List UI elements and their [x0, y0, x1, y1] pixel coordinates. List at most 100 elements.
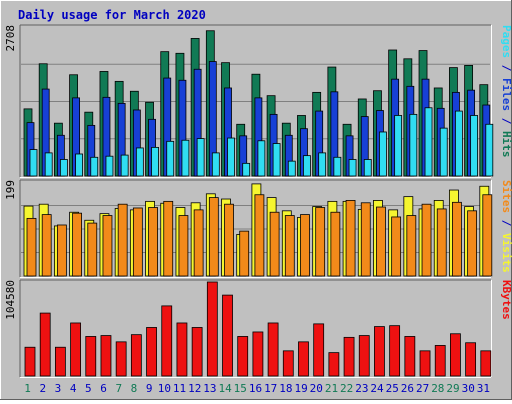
bar-sites-day-6	[102, 215, 113, 277]
bar-kbytes-day-28	[434, 345, 446, 377]
bar-pages-day-16	[257, 140, 266, 177]
bar-pages-day-2	[44, 152, 53, 177]
bar-kbytes-day-1	[24, 346, 36, 377]
x-tick-label-day-18: 18	[279, 382, 292, 395]
x-tick-label-day-21: 21	[325, 382, 338, 395]
bar-sites-day-21	[330, 211, 341, 277]
bar-kbytes-day-11	[176, 322, 188, 377]
bar-kbytes-day-14	[222, 294, 233, 377]
bar-kbytes-day-4	[70, 322, 81, 377]
y-max-label: 2708	[4, 25, 17, 52]
bar-kbytes-day-25	[389, 325, 401, 377]
bar-kbytes-day-31	[480, 350, 492, 377]
bar-sites-day-24	[376, 206, 386, 277]
bar-pages-day-9	[151, 146, 159, 177]
bar-pages-day-15	[242, 162, 251, 177]
bar-kbytes-day-18	[282, 350, 294, 377]
x-tick-label-day-11: 11	[173, 382, 186, 395]
bar-sites-day-10	[163, 200, 174, 277]
bar-sites-day-19	[300, 214, 310, 277]
bar-sites-day-4	[72, 212, 82, 277]
x-tick-label-day-8: 8	[131, 382, 138, 395]
bar-kbytes-day-7	[115, 341, 127, 377]
bar-kbytes-day-2	[39, 312, 51, 377]
bar-sites-day-11	[178, 215, 189, 277]
x-tick-label-day-29: 29	[446, 382, 459, 395]
bar-kbytes-day-10	[161, 305, 173, 377]
bar-sites-day-16	[254, 194, 265, 277]
bar-pages-day-1	[29, 149, 38, 177]
legend-entry: /	[500, 111, 512, 131]
legend-entry: Pages	[500, 25, 512, 58]
bar-sites-day-17	[269, 211, 280, 277]
bar-sites-day-3	[56, 224, 67, 277]
x-tick-label-day-6: 6	[100, 382, 107, 395]
x-tick-label-day-25: 25	[386, 382, 399, 395]
x-tick-label-day-7: 7	[115, 382, 122, 395]
legend-entry: KBytes	[500, 280, 512, 320]
bar-pages-day-7	[120, 154, 129, 177]
bar-pages-day-25	[394, 115, 403, 177]
bar-sites-day-18	[284, 215, 295, 277]
bar-pages-day-8	[135, 147, 144, 177]
bar-pages-day-23	[363, 159, 372, 177]
x-tick-label-day-30: 30	[462, 382, 475, 395]
x-tick-label-day-20: 20	[310, 382, 323, 395]
bar-pages-day-30	[470, 115, 479, 177]
bar-kbytes-day-29	[450, 333, 461, 377]
x-tick-label-day-22: 22	[340, 382, 353, 395]
bar-pages-day-28	[439, 127, 448, 177]
legend-sites-visits: Sites / Visits	[500, 180, 512, 273]
bar-pages-day-3	[59, 159, 68, 177]
bar-pages-day-5	[90, 156, 99, 177]
bar-pages-day-22	[348, 159, 357, 177]
bar-sites-day-2	[41, 214, 52, 277]
x-tick-label-day-23: 23	[355, 382, 368, 395]
bar-kbytes-day-27	[419, 350, 431, 377]
legend-entry: Hits	[500, 131, 512, 158]
bar-pages-day-4	[75, 153, 83, 177]
bar-sites-day-27	[421, 203, 432, 277]
bar-pages-day-18	[287, 160, 296, 177]
bar-sites-day-7	[117, 203, 128, 277]
bar-pages-day-21	[333, 156, 342, 177]
bar-pages-day-12	[196, 138, 205, 177]
x-tick-label-day-5: 5	[85, 382, 92, 395]
bar-kbytes-day-22	[343, 336, 355, 377]
bar-sites-day-29	[452, 201, 462, 277]
panel-sites-visits: 199 Sites / Visits	[4, 179, 512, 278]
x-tick-label-day-3: 3	[55, 382, 62, 395]
bar-sites-day-22	[345, 200, 356, 277]
bar-pages-day-14	[227, 137, 235, 177]
legend-entry: /	[500, 58, 512, 78]
x-tick-label-day-27: 27	[416, 382, 429, 395]
bar-kbytes-day-8	[130, 334, 142, 377]
x-tick-label-day-24: 24	[370, 382, 384, 395]
x-tick-label-day-10: 10	[158, 382, 171, 395]
bar-pages-day-6	[105, 155, 114, 177]
bar-kbytes-day-21	[328, 352, 340, 377]
x-tick-label-day-14: 14	[218, 382, 232, 395]
legend-entry: Visits	[500, 233, 512, 273]
bar-kbytes-day-30	[465, 342, 477, 377]
x-tick-label-day-4: 4	[70, 382, 77, 395]
x-tick-label-day-31: 31	[477, 382, 490, 395]
x-tick-label-day-28: 28	[431, 382, 444, 395]
x-tick-label-day-2: 2	[39, 382, 46, 395]
bar-kbytes-day-3	[54, 346, 66, 377]
chart-title: Daily usage for March 2020	[18, 8, 206, 22]
bar-kbytes-day-15	[237, 336, 249, 377]
bar-kbytes-day-26	[404, 336, 416, 377]
bar-sites-day-23	[360, 202, 371, 277]
bar-pages-day-17	[272, 143, 281, 177]
bar-pages-day-19	[303, 155, 311, 177]
bar-kbytes-day-23	[358, 335, 370, 377]
legend-pages-files-hits: Pages / Files / Hits	[500, 25, 512, 158]
bar-pages-day-10	[166, 140, 175, 177]
bar-kbytes-day-9	[146, 327, 157, 377]
bar-sites-day-5	[87, 222, 98, 277]
bar-sites-day-31	[482, 194, 493, 277]
